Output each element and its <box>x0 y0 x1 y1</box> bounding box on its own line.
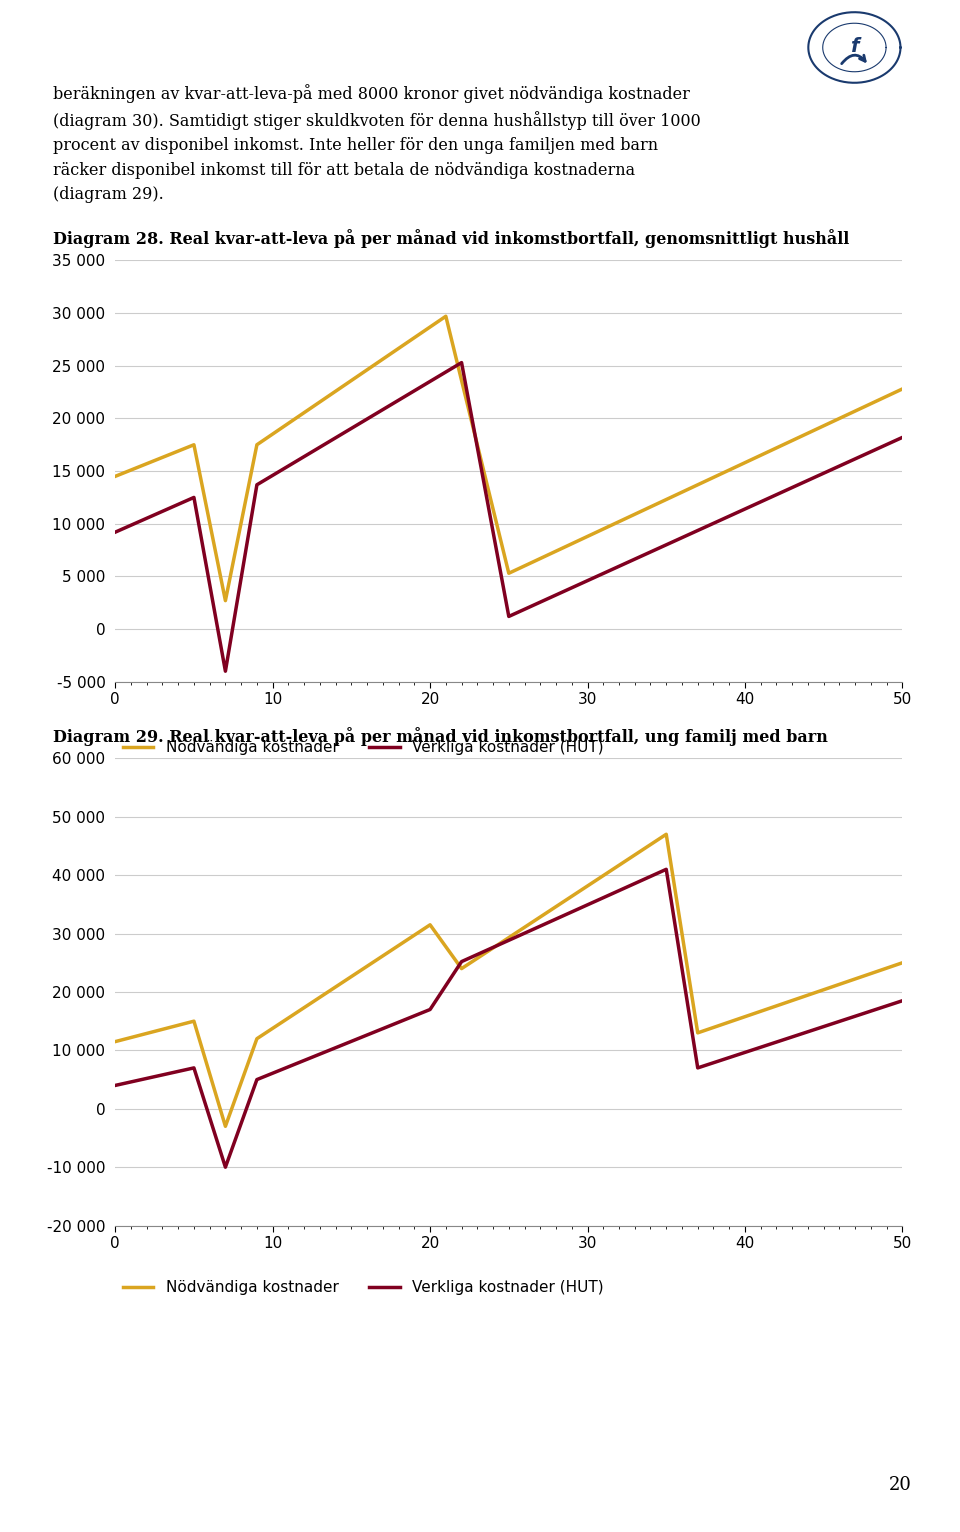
Text: Diagram 29. Real kvar-att-leva på per månad vid inkomstbortfall, ung familj med : Diagram 29. Real kvar-att-leva på per må… <box>53 728 828 746</box>
Legend: Nödvändiga kostnader, Verkliga kostnader (HUT): Nödvändiga kostnader, Verkliga kostnader… <box>123 740 604 755</box>
Text: Diagram 28. Real kvar-att-leva på per månad vid inkomstbortfall, genomsnittligt : Diagram 28. Real kvar-att-leva på per må… <box>53 230 849 248</box>
Text: 20: 20 <box>889 1475 912 1494</box>
Legend: Nödvändiga kostnader, Verkliga kostnader (HUT): Nödvändiga kostnader, Verkliga kostnader… <box>123 1279 604 1295</box>
Text: f: f <box>851 37 858 55</box>
Text: beräkningen av kvar-att-leva-på med 8000 kronor givet nödvändiga kostnader
(diag: beräkningen av kvar-att-leva-på med 8000… <box>53 84 701 202</box>
